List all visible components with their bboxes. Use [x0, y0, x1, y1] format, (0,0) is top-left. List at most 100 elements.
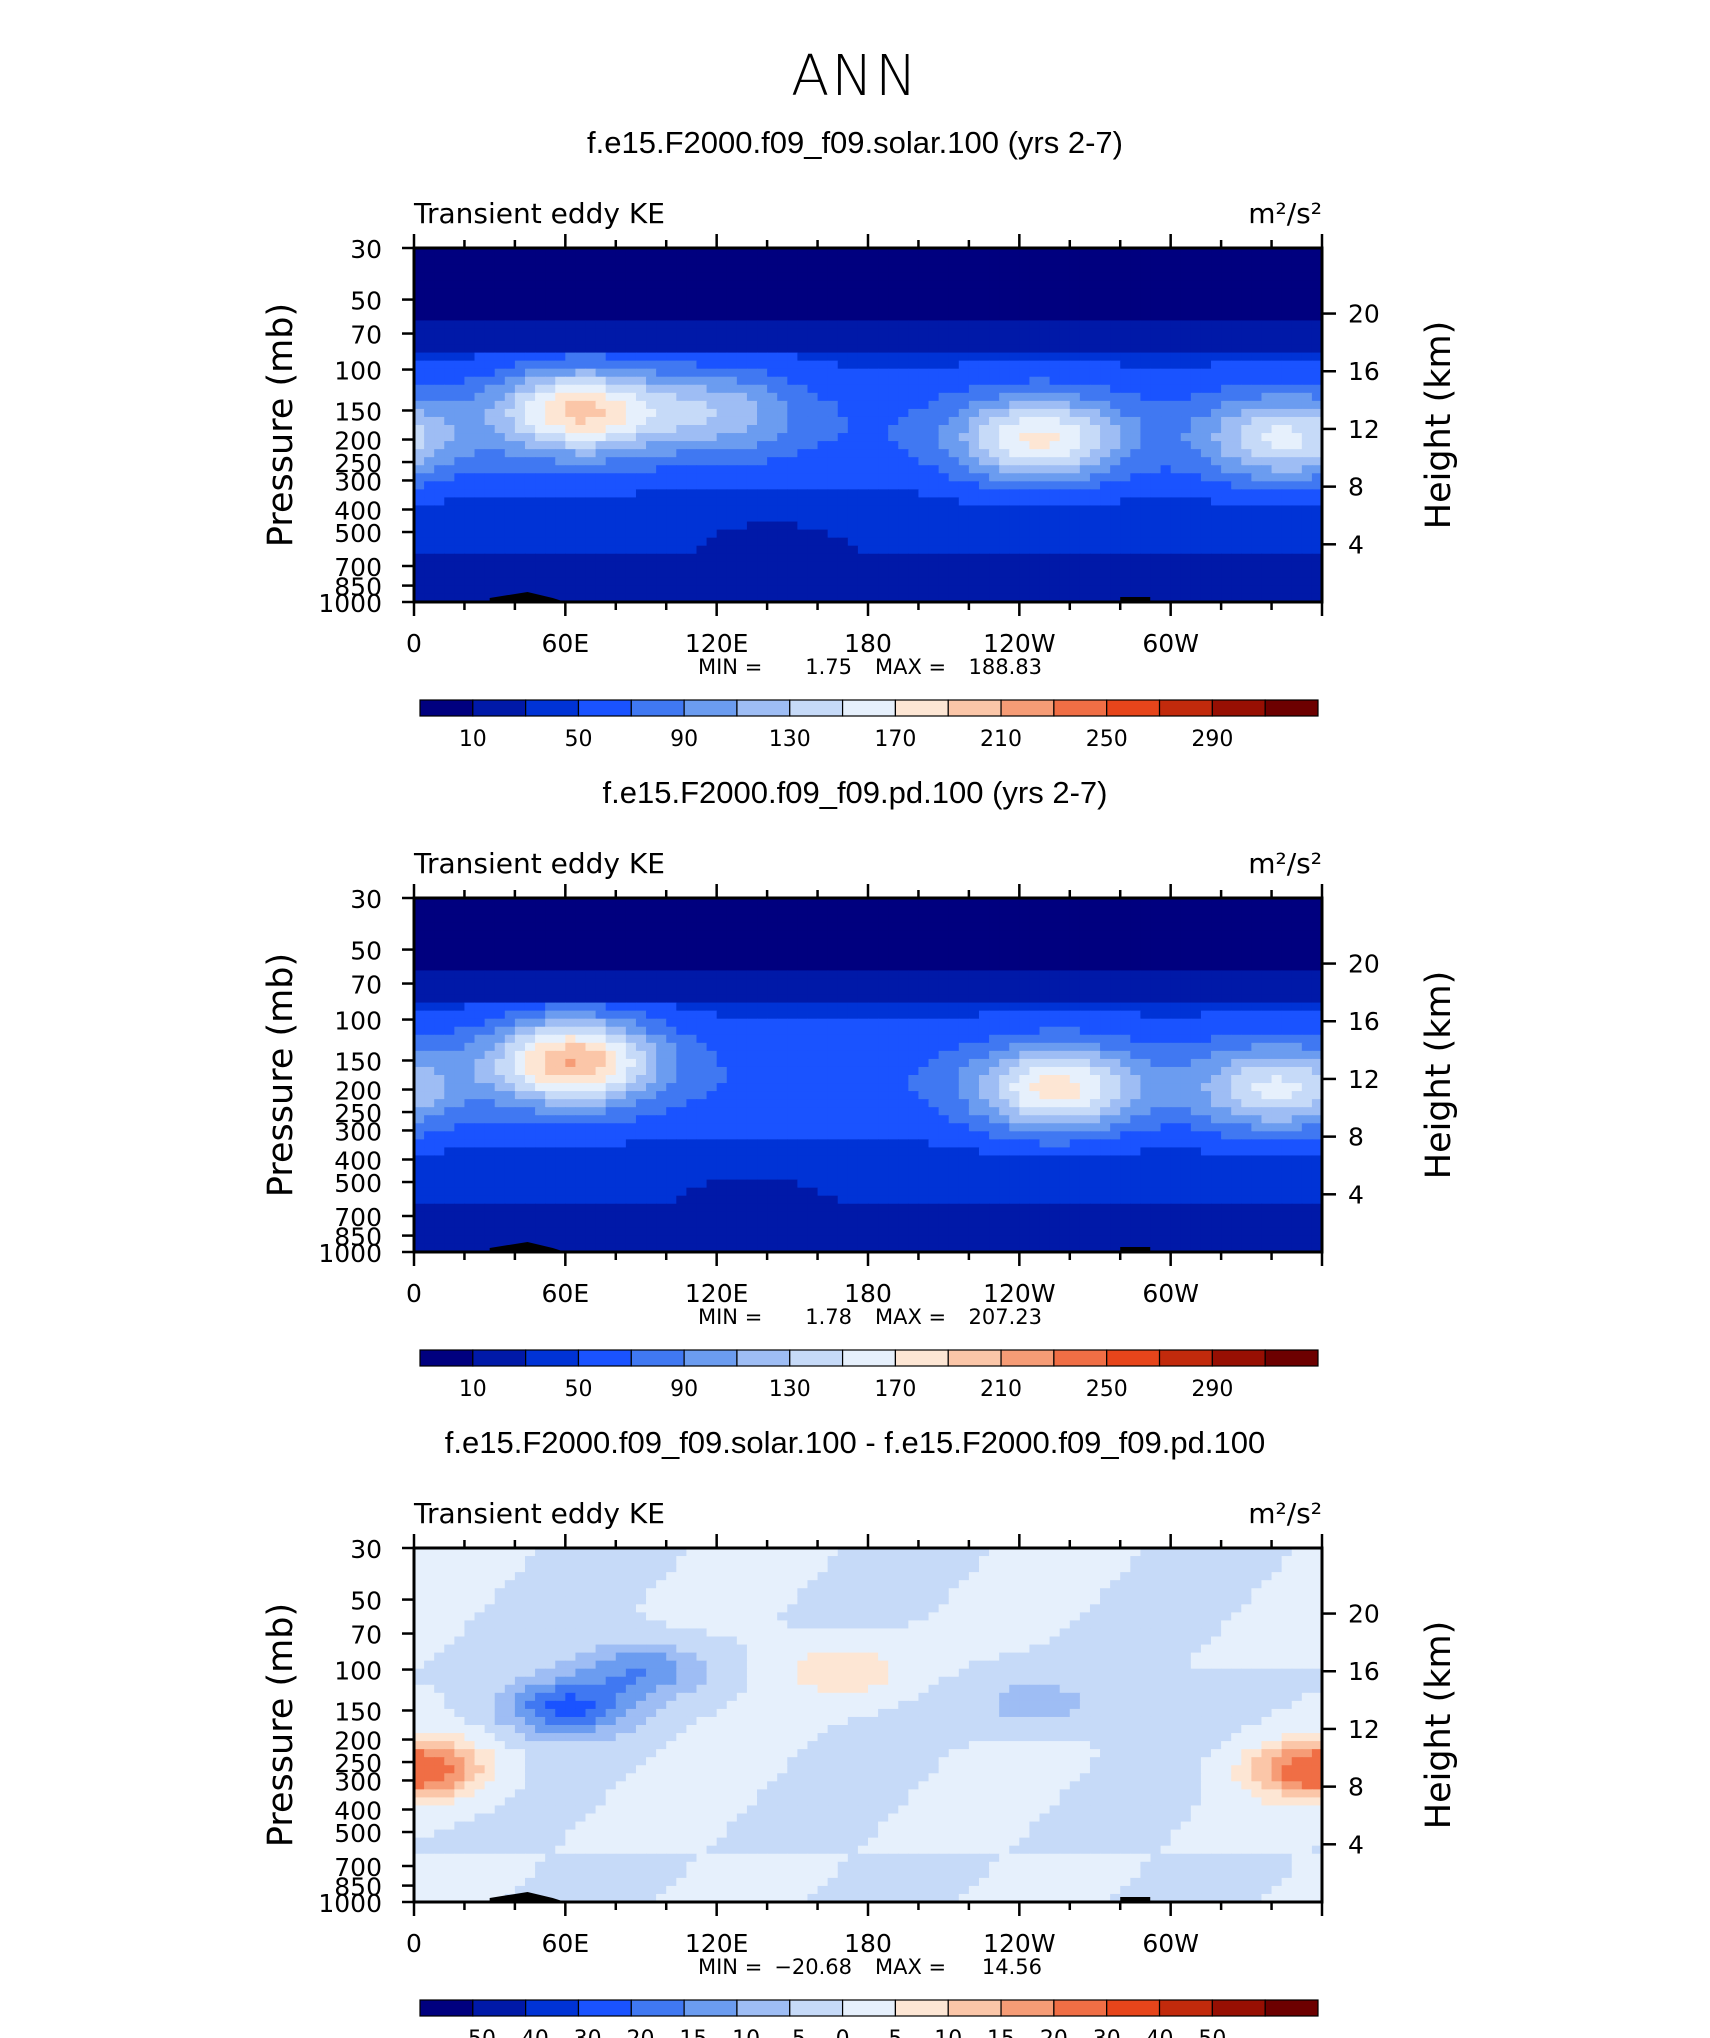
field-cell	[817, 513, 829, 523]
field-cell	[847, 922, 859, 931]
field-cell	[706, 922, 718, 931]
field-cell	[434, 352, 445, 362]
field-cell	[454, 569, 466, 579]
field-cell	[1261, 272, 1273, 281]
field-cell	[797, 368, 809, 378]
field-cell	[1029, 930, 1041, 939]
field-cell	[454, 970, 466, 980]
field-cell	[464, 441, 476, 450]
field-cell	[888, 344, 899, 354]
field-cell	[1190, 938, 1202, 947]
field-cell	[1271, 256, 1283, 265]
field-cell	[948, 962, 960, 972]
field-cell	[1231, 954, 1242, 963]
field-cell	[908, 593, 920, 603]
field-cell	[908, 248, 920, 257]
field-cell	[857, 962, 869, 972]
field-cell	[625, 970, 637, 980]
field-cell	[1130, 489, 1141, 499]
field-cell	[656, 529, 667, 539]
field-cell	[1110, 449, 1121, 458]
field-cell	[1029, 344, 1041, 354]
field-cell	[646, 561, 657, 571]
field-cell	[1241, 553, 1252, 563]
field-cell	[928, 344, 940, 354]
field-cell	[1130, 513, 1141, 523]
field-cell	[1049, 898, 1061, 907]
field-cell	[605, 545, 617, 555]
field-cell	[1231, 553, 1242, 563]
field-cell	[414, 433, 425, 442]
field-cell	[1170, 930, 1182, 939]
field-cell	[625, 441, 637, 450]
field-cell	[494, 384, 506, 394]
field-cell	[797, 416, 809, 426]
field-cell	[1301, 256, 1313, 265]
field-cell	[1039, 922, 1051, 931]
field-cell	[928, 272, 940, 281]
field-cell	[656, 593, 667, 603]
field-cell	[1150, 288, 1162, 297]
field-cell	[555, 368, 566, 378]
field-cell	[1211, 304, 1222, 313]
field-cell	[454, 962, 466, 972]
field-cell	[757, 465, 768, 474]
field-cell	[666, 408, 677, 418]
y-right-tick-label: 8	[1348, 473, 1364, 502]
field-cell	[625, 296, 637, 305]
field-cell	[504, 465, 516, 474]
field-cell	[474, 457, 486, 466]
field-cell	[716, 954, 728, 963]
field-cell	[746, 320, 758, 330]
field-cell	[787, 962, 798, 972]
field-cell	[464, 545, 476, 555]
field-cell	[635, 433, 647, 442]
field-cell	[656, 457, 667, 466]
field-cell	[878, 898, 889, 907]
field-cell	[827, 392, 839, 402]
field-cell	[575, 433, 587, 442]
field-cell	[635, 416, 647, 426]
field-cell	[1009, 521, 1020, 531]
field-cell	[686, 906, 698, 915]
field-cell	[1100, 296, 1111, 305]
field-cell	[1049, 400, 1061, 410]
field-cell	[706, 280, 718, 289]
field-cell	[625, 449, 637, 458]
field-cell	[1301, 328, 1313, 338]
field-cell	[464, 352, 476, 362]
field-cell	[484, 585, 496, 595]
field-cell	[1311, 922, 1323, 931]
field-cell	[827, 529, 839, 539]
field-cell	[545, 553, 556, 563]
field-cell	[686, 304, 698, 313]
field-cell	[605, 264, 617, 273]
field-cell	[1200, 545, 1212, 555]
field-cell	[1110, 906, 1121, 915]
field-cell	[666, 537, 677, 547]
field-cell	[414, 368, 425, 378]
field-cell	[1079, 449, 1091, 458]
field-cell	[837, 537, 849, 547]
field-cell	[666, 481, 677, 490]
field-cell	[1140, 441, 1152, 450]
field-cell	[787, 553, 798, 563]
field-cell	[434, 585, 445, 595]
field-cell	[615, 906, 627, 915]
field-cell	[1190, 256, 1202, 265]
field-cell	[827, 569, 839, 579]
field-cell	[878, 537, 889, 547]
field-cell	[605, 304, 617, 313]
field-cell	[1221, 368, 1232, 378]
field-cell	[1150, 521, 1162, 531]
field-cell	[837, 914, 849, 923]
field-cell	[928, 585, 940, 595]
field-cell	[1200, 336, 1212, 346]
field-cell	[1231, 336, 1242, 346]
field-cell	[1039, 392, 1051, 402]
field-cell	[686, 930, 698, 939]
field-cell	[757, 545, 768, 555]
field-cell	[807, 256, 819, 265]
field-cell	[555, 513, 566, 523]
field-cell	[1311, 930, 1323, 939]
